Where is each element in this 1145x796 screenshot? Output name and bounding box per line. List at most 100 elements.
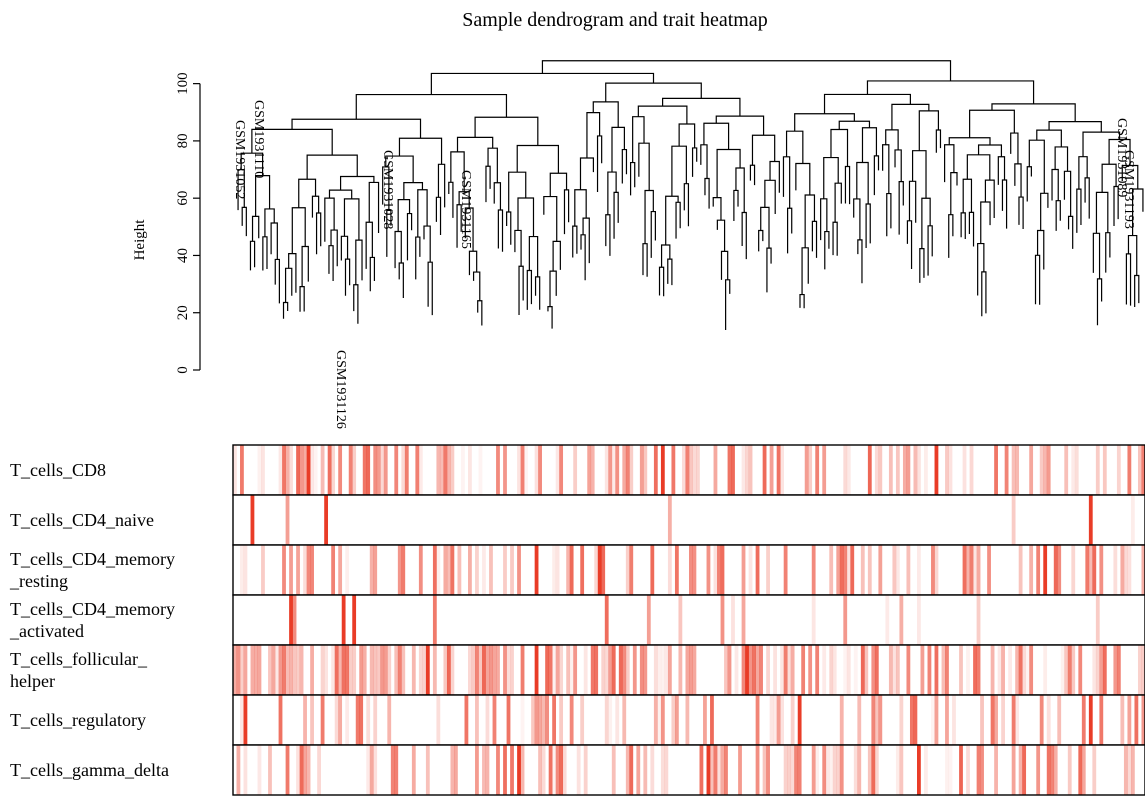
heatmap-cell [590,645,595,695]
heatmap-cell [559,445,564,495]
heatmap-cell [443,545,448,595]
dendrogram-branch [580,234,586,281]
heatmap-cell [348,445,353,495]
heatmap-cell [909,695,914,745]
heatmap-cell [980,745,984,795]
dendrogram-branch [549,172,568,197]
heatmap-cell [257,645,262,695]
heatmap-cell [545,695,549,745]
heatmap-cell [457,545,462,595]
dendrogram-branch [1036,229,1045,270]
heatmap-cell [692,545,697,595]
dendrogram-branch [866,80,1035,104]
dendrogram-branch [683,183,690,227]
dendrogram-branch [386,209,392,257]
heatmap-cell [383,445,388,495]
heatmap-row [232,444,1145,496]
heatmap-cell [1137,445,1142,495]
heatmap-cell [857,695,862,745]
trait-label: T_cells_CD4_memory [10,599,175,619]
heatmap-cell [917,745,921,795]
heatmap-cell [1022,745,1027,795]
heatmap-cell [741,445,746,495]
heatmap-cell [811,745,816,795]
heatmap-cell [783,545,788,595]
heatmap-cell [917,595,921,645]
heatmap-cell [980,695,984,745]
heatmap-cell [517,745,521,795]
heatmap-cell [941,645,946,695]
heatmap-cell [836,745,841,795]
heatmap-cell [418,645,423,695]
dendrogram-branch [417,189,428,238]
heatmap-cell [1113,645,1118,695]
dendrogram-branch [760,206,770,249]
heatmap-cell [639,445,644,495]
heatmap-cell [580,695,585,745]
heatmap-cell [492,695,497,745]
heatmap-cell [913,445,918,495]
dendrogram-branch [921,197,931,249]
dendrogram-branch [621,148,628,184]
heatmap-cell [766,745,770,795]
heatmap-cell [436,545,441,595]
trait-label: _activated [9,621,84,641]
heatmap-cell [780,445,785,495]
heatmap-cell [432,545,437,595]
heatmap-cell [341,645,346,695]
heatmap-cell [839,545,844,595]
heatmap-cell [678,645,683,695]
trait-label: T_cells_CD8 [10,460,106,480]
heatmap-cell [453,745,458,795]
heatmap-cell [839,745,844,795]
heatmap-cell [997,645,1002,695]
dendrogram-branch [514,229,522,267]
sample-leaf-label: GSM1931089 [1114,118,1129,197]
dendrogram-branch [1096,278,1103,326]
heatmap-cell [548,745,553,795]
dendrogram-branch [382,166,390,211]
heatmap-cell [990,645,995,695]
dendrogram-branch [749,164,756,186]
heatmap-cell [724,645,728,695]
heatmap-cell [538,745,542,795]
heatmap-cell [727,445,732,495]
dendrogram-branch [563,189,570,235]
heatmap-cell [674,545,679,595]
dendrogram-branch [968,211,975,247]
dendrogram-branch [882,144,890,194]
dendrogram-branch [830,128,849,167]
heatmap-cell [790,745,795,795]
dendrogram-branch [1028,139,1045,194]
heatmap-cell [303,445,307,495]
heatmap-cell [1127,745,1132,795]
heatmap-cell [338,645,343,695]
heatmap-row [232,694,1145,746]
heatmap-cell [1057,695,1062,745]
dendrogram-branch [944,144,955,183]
heatmap-cell [520,695,525,745]
dendrogram-branch [1092,232,1101,279]
heatmap-cell [1029,545,1034,595]
heatmap-cell [1088,695,1093,745]
heatmap-cell [832,645,837,695]
heatmap-cell [373,545,378,595]
dendrogram-branch [811,220,818,258]
heatmap-cell [646,595,651,645]
heatmap-cell [233,445,237,495]
dendrogram-branch [720,250,729,280]
dendrogram-branch [596,135,603,192]
dendrogram-branch [592,101,619,128]
heatmap-cell [590,445,595,495]
heatmap-cell [534,545,539,595]
heatmap-cell [815,745,820,795]
heatmap-cell [860,545,865,595]
heatmap-cell [482,745,486,795]
heatmap-cell [843,545,848,595]
heatmap-cell [906,545,911,595]
heatmap-cell [464,695,469,745]
heatmap-cell [1099,695,1104,745]
dendrogram-branch [638,142,650,191]
dendrogram-branch [1113,185,1119,227]
heatmap-cell [615,695,620,745]
